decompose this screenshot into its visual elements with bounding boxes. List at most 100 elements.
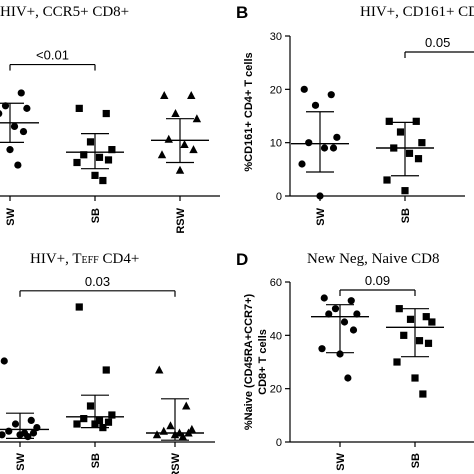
panel-b-y-axis-label: %CD161+ CD4+ T cells	[243, 52, 255, 171]
panel-a-sw-point-4	[0, 110, 3, 117]
panel-d-sw-point-5	[340, 318, 349, 326]
panel-a-sw-point-3	[23, 104, 31, 112]
panel-d-comparison-label-0: 0.09	[365, 273, 390, 288]
panel-b-y-tick-label-1: 10	[270, 138, 282, 150]
panel-d-y-axis-label-line2: CD8+ T cells	[257, 329, 269, 395]
panel-d-title: New Neg, Naive CD8	[307, 251, 439, 267]
panel-b-sb-point-0	[385, 117, 393, 125]
panel-d-y-tick-label-1: 20	[270, 384, 282, 396]
panel-c-sw-point-4	[5, 427, 13, 435]
panel-d-plot: 0 20 40 60 SW SB 0.09	[270, 273, 474, 471]
panel-d: D New Neg, Naive CD8 %Naive (CD45RA+CCR7…	[236, 250, 474, 471]
panel-d-sw-point-7	[318, 345, 326, 353]
panel-d-sw-point-1	[347, 297, 355, 305]
panel-b-title: HIV+, CD161+ CD	[360, 4, 474, 20]
panel-d-sw-point-0	[320, 294, 328, 302]
panel-b-sb-point-1	[412, 117, 420, 125]
panel-a-comparison-label-0: <0.01	[36, 48, 69, 63]
panel-d-sw-point-3	[353, 310, 361, 318]
panel-d-sw-point-9	[344, 374, 352, 382]
panel-c-x-tick-label-sw: SW	[15, 452, 27, 470]
panel-a-sw-point-2	[1, 102, 10, 110]
panel-b-comparison-label-0: 0.05	[425, 35, 450, 50]
panel-c-sw-point-2	[11, 420, 20, 428]
panel-a-rsw-point-2	[171, 109, 180, 118]
panel-b-sw-point-2	[311, 101, 320, 109]
panel-b-sb-point-6	[414, 155, 423, 163]
panel-c: HIV+, TEFF CD4+ SW SB RSW 0.03	[0, 251, 215, 474]
panel-b-letter: B	[236, 3, 248, 22]
panel-a-x-tick-label-sw: SW	[5, 207, 17, 225]
panel-c-sb-point-0	[75, 303, 83, 311]
panel-a-sb-point-0	[75, 104, 83, 112]
panel-b-sw-point-1	[327, 91, 335, 99]
panel-a-rsw-point-4	[164, 134, 173, 143]
panel-a-sw-point-1	[17, 89, 25, 97]
panel-b-sb-point-2	[396, 128, 405, 136]
panel-b-sw-point-6	[329, 144, 338, 152]
panel-b-sw-point-4	[305, 139, 313, 147]
panel-d-sb-point-4	[400, 331, 408, 339]
panel-b-sw-point-5	[320, 144, 329, 152]
panel-a-sb-point-4	[80, 151, 88, 159]
panel-c-sb-point-5	[95, 416, 104, 424]
panel-c-sw-point-1	[27, 416, 35, 424]
panel-c-rsw-point-7	[152, 430, 162, 439]
panel-c-sw-point-6	[29, 429, 38, 437]
panel-b-sw-point-7	[298, 160, 306, 168]
panel-d-sb-point-0	[395, 305, 403, 313]
panel-a-plot: SW SB RSW <0.01	[0, 48, 220, 234]
panel-a-rsw-point-7	[157, 150, 167, 159]
panel-d-sb-point-6	[424, 339, 433, 347]
panel-c-sb-point-4	[80, 415, 88, 423]
panel-c-sb-point-3	[108, 411, 116, 419]
panel-a: HIV+, CCR5+ CD8+ SW SB RSW <0.01	[0, 4, 220, 234]
panel-c-rsw-point-2	[166, 421, 175, 430]
panel-c-sb-point-6	[104, 418, 113, 426]
panel-b-sw-point-3	[333, 133, 341, 141]
panel-b-sb-point-8	[401, 187, 409, 195]
panel-d-x-tick-label-sw: SW	[335, 452, 347, 470]
panel-a-x-tick-label-sb: SB	[90, 208, 102, 223]
panel-c-title-suffix: CD4+	[99, 251, 140, 267]
panel-c-sb-point-2	[86, 402, 95, 410]
panel-b-y-tick-label-0: 0	[276, 191, 282, 203]
panel-a-title: HIV+, CCR5+ CD8+	[0, 4, 129, 20]
panel-a-sb-point-8	[91, 171, 99, 179]
panel-c-title-sub: EFF	[82, 255, 100, 266]
panel-c-x-tick-label-sb: SB	[90, 453, 102, 468]
panel-b-sb-point-3	[418, 139, 426, 147]
panel-c-plot: SW SB RSW 0.03	[0, 274, 215, 474]
panel-b-x-tick-label-sw: SW	[315, 207, 327, 225]
panel-d-sb-point-1	[422, 313, 430, 321]
panel-c-sb-point-1	[102, 366, 110, 374]
panel-a-rsw-point-8	[175, 165, 185, 174]
panel-a-sb-point-5	[95, 153, 104, 161]
panel-d-sb-point-2	[406, 315, 415, 323]
panel-b-plot: 0 10 20 30 SW SB 0.05	[270, 31, 474, 226]
panel-a-sw-point-8	[6, 146, 14, 154]
panel-b-x-tick-label-sb: SB	[400, 208, 412, 223]
panel-d-sw-point-4	[325, 310, 333, 318]
panel-c-x-tick-label-rsw: RSW	[170, 452, 182, 474]
panel-c-title-prefix: HIV+, T	[30, 251, 82, 267]
panel-a-sw-point-6	[19, 127, 28, 136]
panel-a-sw-point-9	[14, 161, 22, 169]
panel-d-sb-point-5	[415, 337, 424, 345]
panel-a-rsw-point-0	[160, 91, 169, 99]
panel-a-rsw-point-1	[187, 91, 196, 99]
panel-d-y-tick-label-0: 0	[276, 437, 282, 449]
panel-b: B HIV+, CD161+ CD %CD161+ CD4+ T cells 0…	[236, 3, 474, 226]
panel-a-sb-point-6	[104, 156, 113, 164]
panel-c-rsw-point-9	[178, 432, 188, 441]
panel-c-comparison-label-0: 0.03	[85, 274, 110, 289]
panel-b-sb-point-7	[383, 176, 391, 184]
panel-c-rsw-point-0	[155, 365, 164, 374]
panel-a-x-tick-label-rsw: RSW	[175, 207, 187, 233]
panel-c-rsw-point-1	[182, 401, 191, 410]
panel-a-rsw-point-5	[180, 139, 189, 148]
panel-d-y-axis-label-line1: %Naive (CD45RA+CCR7+)	[243, 294, 255, 431]
panel-a-sw-point-5	[10, 122, 19, 131]
panel-d-sw-point-2	[331, 305, 340, 313]
